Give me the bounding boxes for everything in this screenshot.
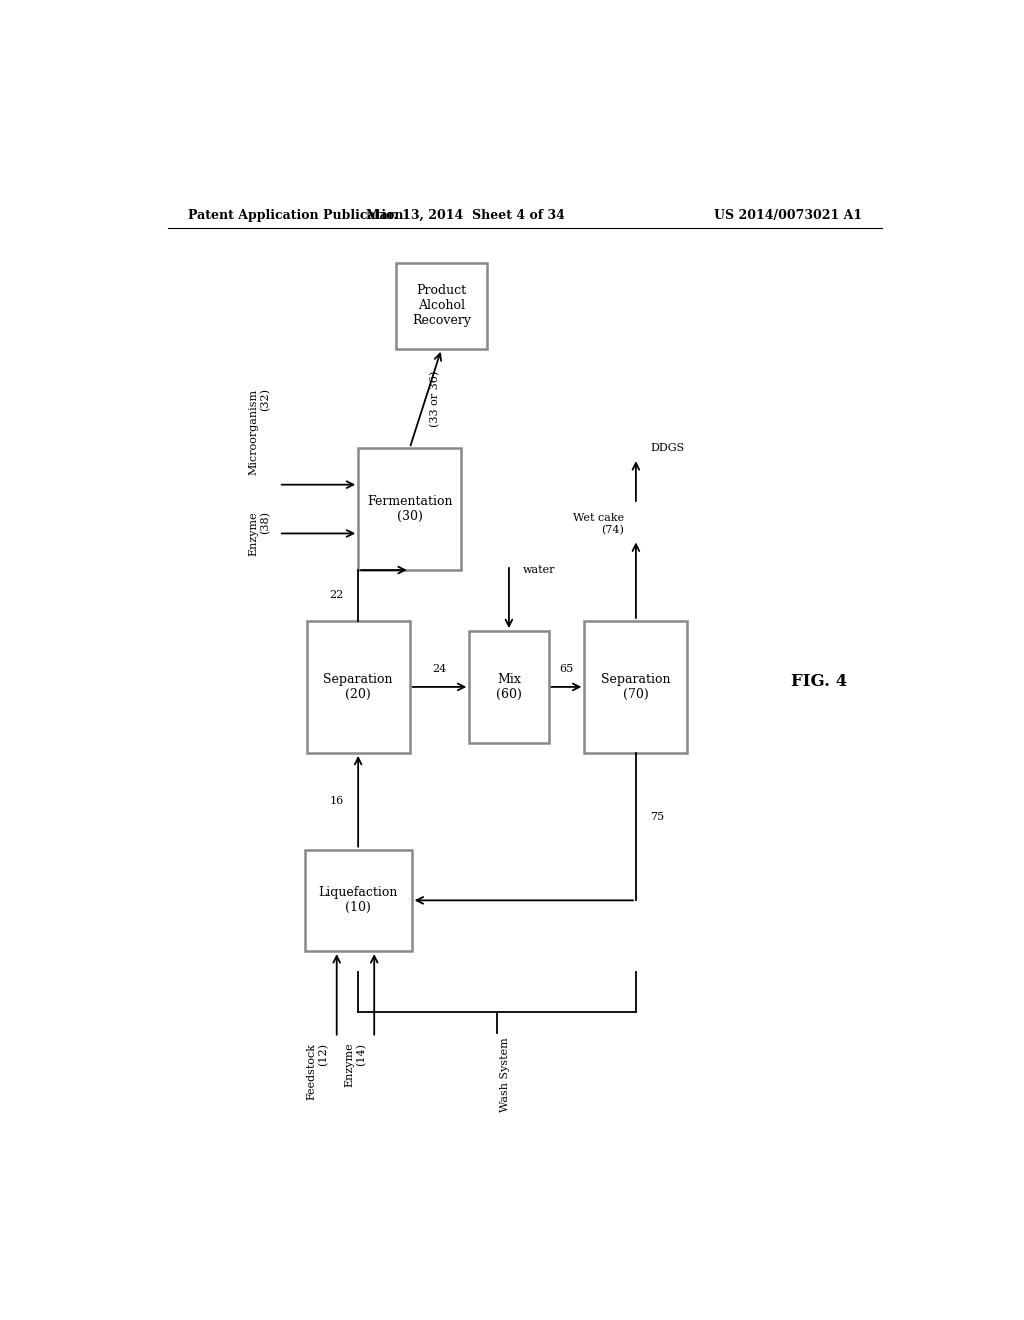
Text: 75: 75 [650,812,665,821]
Text: Patent Application Publication: Patent Application Publication [187,209,403,222]
Text: US 2014/0073021 A1: US 2014/0073021 A1 [714,209,862,222]
Text: Mix
(60): Mix (60) [496,673,522,701]
Text: FIG. 4: FIG. 4 [791,673,847,690]
Text: 65: 65 [559,664,573,673]
Text: water: water [523,565,556,576]
Text: Separation
(70): Separation (70) [601,673,671,701]
Bar [469,631,549,743]
Text: Enzyme
(38): Enzyme (38) [249,511,270,556]
Bar [306,620,410,752]
Bar [585,620,687,752]
Bar [358,447,461,570]
Text: Fermentation
(30): Fermentation (30) [367,495,453,523]
Text: (33 or 36): (33 or 36) [430,371,440,426]
Text: Enzyme
(14): Enzyme (14) [344,1043,367,1088]
Bar [396,263,487,348]
Text: DDGS: DDGS [650,444,684,453]
Bar [304,850,412,952]
Text: Microorganism
(32): Microorganism (32) [249,388,270,474]
Text: 24: 24 [432,664,446,673]
Text: Separation
(20): Separation (20) [324,673,393,701]
Text: Mar. 13, 2014  Sheet 4 of 34: Mar. 13, 2014 Sheet 4 of 34 [366,209,564,222]
Text: 16: 16 [330,796,344,807]
Text: Wet cake
(74): Wet cake (74) [572,513,624,536]
Text: Product
Alcohol
Recovery: Product Alcohol Recovery [412,284,471,327]
Text: Liquefaction
(10): Liquefaction (10) [318,886,398,915]
Text: 22: 22 [330,590,344,601]
Text: Feedstock
(12): Feedstock (12) [307,1043,329,1100]
Text: Wash System: Wash System [500,1038,510,1113]
